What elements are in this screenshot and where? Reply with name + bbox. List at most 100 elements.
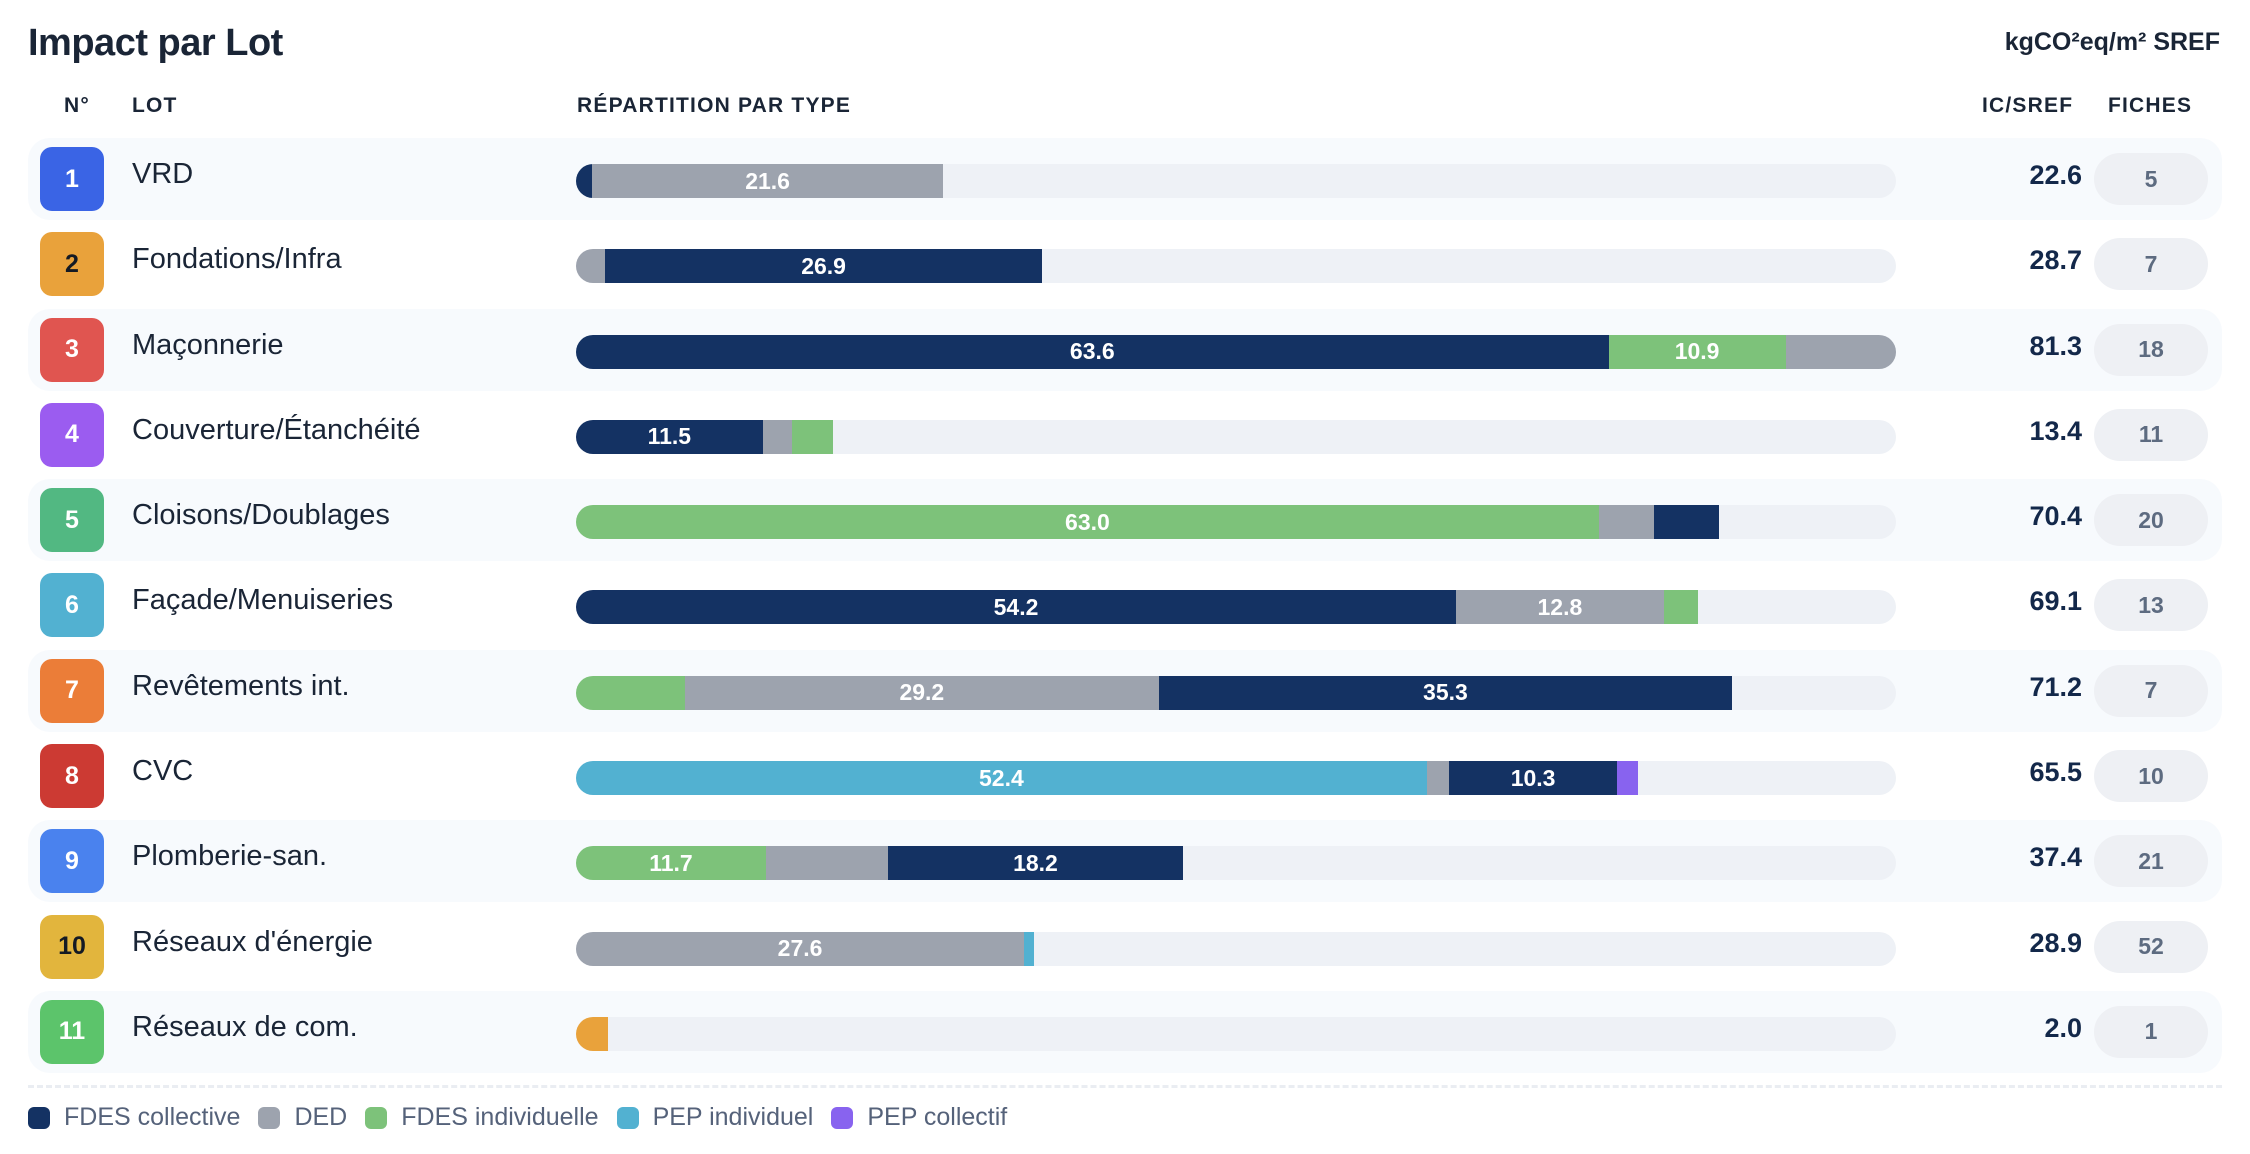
lot-number-badge: 2: [40, 232, 104, 297]
bar-segment-fdes-collective[interactable]: 54.2: [576, 590, 1456, 625]
lot-name: Réseaux d'énergie: [132, 925, 373, 958]
column-header-lot[interactable]: LOT: [132, 94, 178, 117]
bar-segment-ded[interactable]: [762, 419, 792, 454]
lot-row[interactable]: 10 Réseaux d'énergie 27.6 28.9 52: [28, 906, 2222, 988]
fiches-count-pill[interactable]: 11: [2094, 408, 2208, 461]
bar-segment-ded[interactable]: [1785, 334, 1896, 369]
fiches-count-pill[interactable]: 5: [2094, 153, 2208, 205]
fiches-count-pill[interactable]: 7: [2094, 238, 2208, 291]
ic-sref-value: 2.0: [2044, 1012, 2082, 1043]
stacked-bar-track: 11.7 18.2: [576, 846, 1896, 881]
ic-sref-value: 22.6: [2029, 160, 2082, 190]
stacked-bar-track: 63.6 10.9: [576, 334, 1896, 369]
legend-swatch-icon: [258, 1106, 281, 1129]
bar-segment-ded[interactable]: [765, 846, 888, 881]
lot-number-badge: 9: [40, 829, 104, 894]
fiches-count-pill[interactable]: 7: [2094, 664, 2208, 717]
lot-row[interactable]: 1 VRD 21.6 22.6 5: [28, 138, 2222, 220]
bar-segment-fdes-collective[interactable]: 18.2: [887, 846, 1184, 881]
lot-row[interactable]: 5 Cloisons/Doublages 63.0 70.4 20: [28, 479, 2222, 562]
bar-segment-pep-collectif[interactable]: [1616, 761, 1638, 796]
bar-segment-other[interactable]: [576, 1016, 609, 1051]
lot-table: 1 VRD 21.6 22.6 5 2 Fondations/Infra 26.9 28.7 7 3…: [28, 138, 2222, 1076]
lot-name: Façade/Menuiseries: [132, 584, 394, 617]
lot-row[interactable]: 2 Fondations/Infra 26.9 28.7 7: [28, 223, 2222, 305]
bar-segment-ded[interactable]: [576, 249, 606, 284]
bar-segment-fdes-collective[interactable]: [576, 164, 593, 198]
divider: [28, 1085, 2222, 1088]
bar-segment-fdes-individuelle[interactable]: [576, 675, 685, 710]
bar-segment-label: 10.9: [1674, 338, 1720, 365]
fiches-count-pill[interactable]: 13: [2094, 579, 2208, 632]
bar-segment-fdes-collective[interactable]: 11.5: [576, 419, 763, 454]
lot-row[interactable]: 6 Façade/Menuiseries 54.2 12.8 69.1 13: [28, 564, 2222, 646]
ic-sref-value: 37.4: [2029, 842, 2082, 873]
legend-item-pep-collectif[interactable]: PEP collectif: [831, 1103, 1007, 1132]
ic-sref-value: 28.9: [2029, 927, 2082, 958]
lot-row[interactable]: 8 CVC 52.4 10.3 65.5 10: [28, 735, 2222, 817]
column-header-ic[interactable]: IC/SREF: [1982, 94, 2074, 117]
bar-segment-fdes-individuelle[interactable]: 11.7: [576, 846, 766, 881]
bar-segment-label: 63.6: [1069, 338, 1115, 365]
ic-sref-value: 65.5: [2029, 757, 2082, 788]
bar-segment-pep-individuel[interactable]: [1024, 931, 1034, 966]
bar-segment-ded[interactable]: 12.8: [1456, 590, 1664, 625]
bar-segment-fdes-individuelle[interactable]: 63.0: [576, 505, 1599, 540]
lot-number-badge: 8: [40, 744, 104, 809]
bar-segment-fdes-individuelle[interactable]: 10.9: [1608, 334, 1786, 369]
fiches-count-pill[interactable]: 18: [2094, 323, 2208, 376]
legend-label: FDES collective: [64, 1103, 241, 1131]
legend-label: PEP collectif: [867, 1103, 1008, 1131]
stacked-bar-track: 29.2 35.3: [576, 675, 1896, 710]
bar-segment-label: 11.5: [647, 423, 692, 450]
bar-segment-label: 12.8: [1537, 593, 1583, 620]
bar-segment-fdes-collective[interactable]: [1654, 505, 1719, 540]
lot-row[interactable]: 7 Revêtements int. 29.2 35.3 71.2 7: [28, 649, 2222, 732]
bar-segment-fdes-collective[interactable]: 10.3: [1449, 761, 1617, 796]
lot-row[interactable]: 4 Couverture/Étanchéité 11.5 13.4 11: [28, 394, 2222, 476]
bar-segment-fdes-collective[interactable]: 26.9: [605, 249, 1042, 284]
bar-segment-label: 11.7: [649, 849, 693, 876]
fiches-count-pill[interactable]: 52: [2094, 920, 2208, 973]
legend-label: FDES individuelle: [401, 1103, 599, 1131]
stacked-bar-track: 26.9: [576, 249, 1896, 284]
lot-name: Revêtements int.: [132, 669, 350, 702]
stacked-bar-track: 11.5: [576, 419, 1896, 454]
column-header-num: N°: [64, 94, 90, 117]
page-title: Impact par Lot: [28, 22, 283, 64]
legend-label: PEP individuel: [652, 1103, 814, 1131]
lot-name: CVC: [132, 755, 194, 788]
legend-item-ded[interactable]: DED: [258, 1103, 347, 1132]
bar-segment-fdes-individuelle[interactable]: [1663, 590, 1698, 625]
column-header-fiches[interactable]: FICHES: [2108, 94, 2193, 117]
bar-segment-pep-individuel[interactable]: 52.4: [576, 761, 1427, 796]
lot-row[interactable]: 11 Réseaux de com. 2.0 1: [28, 990, 2222, 1073]
legend-swatch-icon: [831, 1106, 854, 1129]
stacked-bar-track: 63.0: [576, 505, 1896, 540]
bar-segment-fdes-collective[interactable]: 63.6: [576, 334, 1609, 369]
bar-segment-ded[interactable]: [1598, 505, 1655, 540]
fiches-count-pill[interactable]: 1: [2094, 1005, 2208, 1058]
legend-swatch-icon: [365, 1106, 388, 1129]
fiches-count-pill[interactable]: 21: [2094, 835, 2208, 888]
ic-sref-value: 70.4: [2029, 501, 2082, 532]
bar-segment-fdes-collective[interactable]: 35.3: [1158, 675, 1732, 710]
fiches-count-pill[interactable]: 20: [2094, 494, 2208, 547]
bar-segment-fdes-individuelle[interactable]: [791, 419, 833, 454]
bar-segment-ded[interactable]: 21.6: [592, 164, 943, 198]
bar-segment-label: 29.2: [899, 679, 945, 706]
bar-segment-ded[interactable]: 29.2: [684, 675, 1159, 710]
bar-segment-ded[interactable]: 27.6: [576, 931, 1025, 966]
bar-segment-ded[interactable]: [1426, 761, 1450, 796]
ic-sref-value: 28.7: [2029, 245, 2082, 276]
legend-item-pep-individuel[interactable]: PEP individuel: [616, 1103, 814, 1132]
bar-segment-label: 26.9: [801, 252, 846, 279]
unit-label: kgCO²eq/m² SREF: [2004, 28, 2220, 56]
legend-item-fdes-individuelle[interactable]: FDES individuelle: [365, 1103, 599, 1132]
stacked-bar-track: 52.4 10.3: [576, 761, 1896, 796]
fiches-count-pill[interactable]: 10: [2094, 750, 2208, 803]
legend-item-fdes-collective[interactable]: FDES collective: [28, 1103, 240, 1132]
lot-row[interactable]: 3 Maçonnerie 63.6 10.9 81.3 18: [28, 308, 2222, 391]
lot-name: Maçonnerie: [132, 328, 284, 361]
lot-row[interactable]: 9 Plomberie-san. 11.7 18.2 37.4 21: [28, 820, 2222, 903]
